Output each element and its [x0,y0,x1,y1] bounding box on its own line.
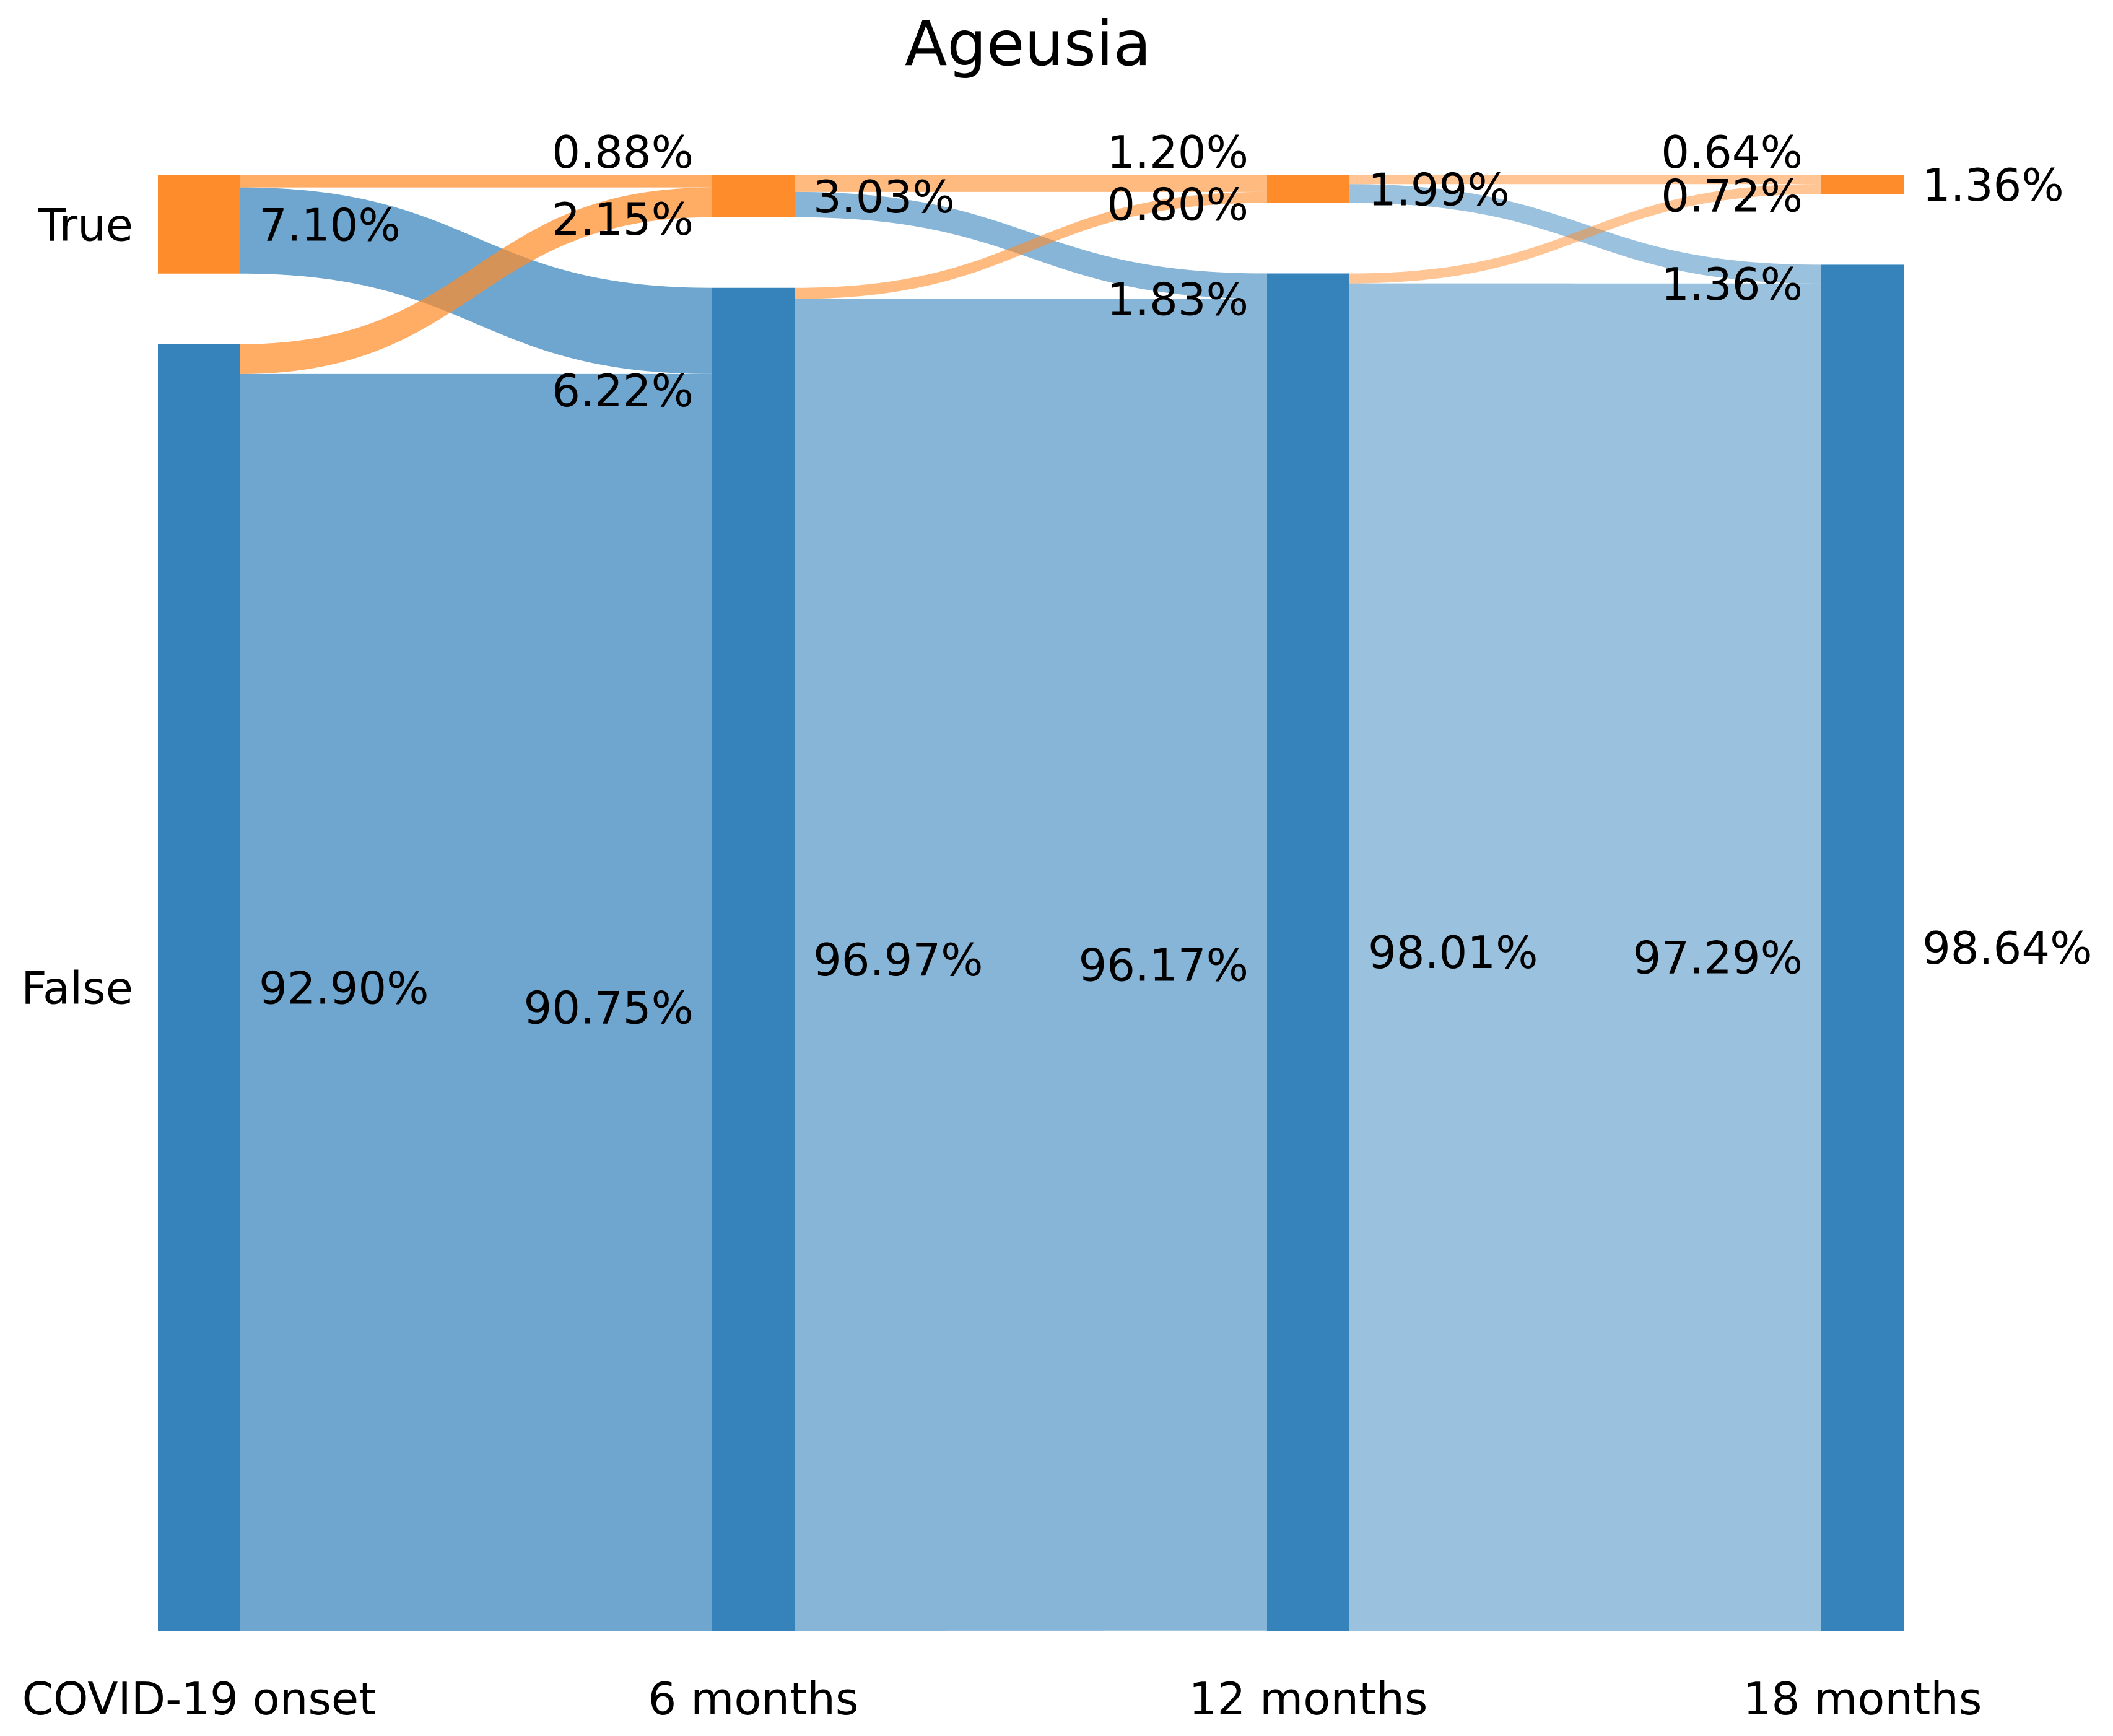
flow-false-to-false [795,299,1267,1631]
source-false-label: 96.97% [813,934,983,986]
final-true-label: 1.36% [1922,159,2064,211]
stage-label: 18 months [1743,1673,1982,1725]
node-true-bar [1267,175,1349,203]
stage-label: 6 months [648,1673,859,1725]
flow-false-to-true [795,191,1267,299]
stage-label: 12 months [1189,1673,1428,1725]
target-true-true-label: 0.64% [1661,126,1803,178]
node-false-bar [158,344,240,1631]
final-false-label: 98.64% [1922,922,2093,974]
target-true-false-label: 1.36% [1661,258,1803,310]
node-bars [158,175,1904,1631]
target-true-false-label: 1.83% [1107,273,1248,325]
target-false-false-label: 96.17% [1078,940,1248,992]
flow-true-to-true [240,175,712,188]
node-true-bar [1821,175,1904,194]
source-false-label: 98.01% [1368,927,1538,979]
stage-label: COVID-19 onset [22,1673,377,1725]
target-false-true-label: 2.15% [552,193,694,245]
source-true-label: 3.03% [813,171,955,223]
node-false-bar [712,287,795,1631]
flow-true-to-true [1349,175,1821,185]
source-false-label: 92.90% [259,962,429,1014]
node-false-bar [1821,264,1904,1631]
chart-title: Ageusia [905,7,1151,80]
node-true-bar [712,175,795,217]
flow-false-to-true [240,187,712,374]
flow-false-to-false [1349,283,1821,1631]
flow-bands [240,175,1821,1631]
target-false-true-label: 0.72% [1661,170,1803,222]
target-true-true-label: 1.20% [1107,126,1248,178]
category-label-false: False [21,962,133,1014]
node-true-bar [158,175,240,274]
value-labels: 7.10% 92.90% 0.88% 2.15% 6.22% 90.75% 3.03% 96.… [21,126,2092,1725]
flow-false-to-true [1349,184,1821,284]
target-true-false-label: 6.22% [552,365,694,417]
flow-false-to-false [240,373,712,1631]
flow-true-to-true [795,175,1267,192]
source-true-label: 7.10% [259,199,401,251]
target-false-false-label: 90.75% [523,982,694,1034]
source-true-label: 1.99% [1368,164,1510,216]
target-false-false-label: 97.29% [1632,932,1803,984]
target-false-true-label: 0.80% [1107,179,1248,231]
target-true-true-label: 0.88% [552,126,694,178]
node-false-bar [1267,273,1349,1631]
category-label-true: True [38,199,133,251]
